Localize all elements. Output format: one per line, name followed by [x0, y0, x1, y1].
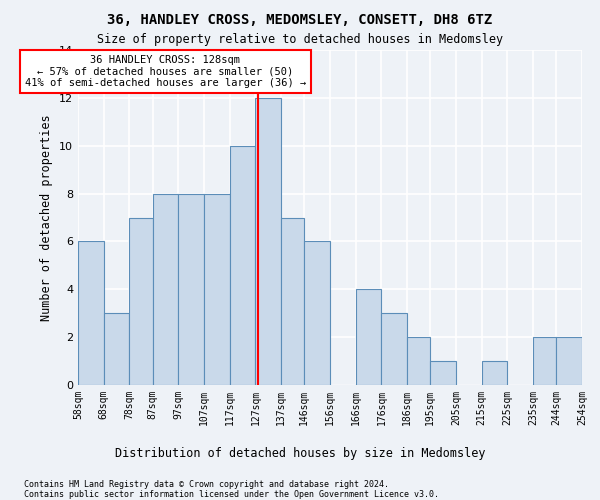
- Bar: [304, 242, 330, 385]
- Y-axis label: Number of detached properties: Number of detached properties: [40, 114, 53, 321]
- Bar: [152, 194, 178, 385]
- Bar: [256, 98, 281, 385]
- Bar: [356, 290, 382, 385]
- Bar: [204, 194, 230, 385]
- Bar: [178, 194, 204, 385]
- Bar: [281, 218, 304, 385]
- Text: 36, HANDLEY CROSS, MEDOMSLEY, CONSETT, DH8 6TZ: 36, HANDLEY CROSS, MEDOMSLEY, CONSETT, D…: [107, 12, 493, 26]
- Text: 36 HANDLEY CROSS: 128sqm
← 57% of detached houses are smaller (50)
41% of semi-d: 36 HANDLEY CROSS: 128sqm ← 57% of detach…: [25, 55, 306, 88]
- Bar: [104, 313, 130, 385]
- Bar: [230, 146, 256, 385]
- Bar: [382, 313, 407, 385]
- Bar: [556, 337, 582, 385]
- Bar: [130, 218, 152, 385]
- Text: Contains HM Land Registry data © Crown copyright and database right 2024.: Contains HM Land Registry data © Crown c…: [24, 480, 389, 489]
- Bar: [407, 337, 430, 385]
- Text: Size of property relative to detached houses in Medomsley: Size of property relative to detached ho…: [97, 32, 503, 46]
- Text: Contains public sector information licensed under the Open Government Licence v3: Contains public sector information licen…: [24, 490, 439, 499]
- Text: Distribution of detached houses by size in Medomsley: Distribution of detached houses by size …: [115, 448, 485, 460]
- Bar: [78, 242, 104, 385]
- Bar: [430, 361, 456, 385]
- Bar: [533, 337, 556, 385]
- Bar: [482, 361, 508, 385]
